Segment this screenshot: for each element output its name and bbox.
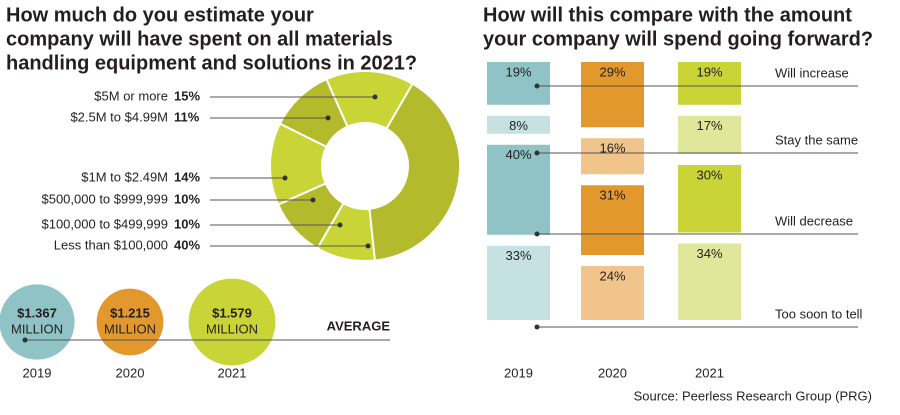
bar-value-label: 40%	[505, 147, 531, 162]
bar	[487, 245, 550, 320]
average-circle	[96, 288, 164, 356]
year-label: 2021	[695, 365, 724, 380]
category-label: $500,000 to $999,999	[41, 191, 168, 206]
value-label: 14%	[174, 169, 200, 184]
bar	[678, 243, 741, 320]
bar	[581, 266, 644, 320]
group-dot	[534, 83, 540, 89]
bar	[581, 185, 644, 255]
bar	[487, 115, 550, 134]
bar	[581, 62, 644, 128]
year-label: 2020	[598, 365, 627, 380]
leader-dot	[310, 197, 316, 203]
bar-value-label: 17%	[696, 118, 722, 133]
bar-value-label: 24%	[599, 268, 625, 283]
year-label: 2021	[218, 365, 247, 380]
bar	[487, 144, 550, 235]
category-label: $2.5M to $4.99M	[70, 109, 168, 124]
year-label: 2019	[504, 365, 533, 380]
chart-title: company will have spent on all materials	[6, 28, 393, 50]
bar-value-label: 31%	[599, 188, 625, 203]
average-value: $1.579	[212, 305, 252, 320]
group-label: Will increase	[775, 65, 849, 80]
average-unit: MILLION	[104, 321, 156, 336]
average-value: $1.367	[17, 305, 57, 320]
bar-value-label: 30%	[696, 167, 722, 182]
average-circle	[188, 278, 276, 366]
average-unit: MILLION	[11, 321, 63, 336]
group-label: Will decrease	[775, 213, 853, 228]
bar-value-label: 29%	[599, 64, 625, 79]
year-label: 2019	[23, 365, 52, 380]
bar-value-label: 33%	[505, 248, 531, 263]
bar-value-label: 34%	[696, 246, 722, 261]
bar	[678, 62, 741, 105]
value-label: 10%	[174, 191, 200, 206]
leader-dot	[282, 175, 288, 181]
donut-slice	[368, 82, 461, 262]
value-label: 40%	[174, 237, 200, 252]
leader-dot	[365, 243, 371, 249]
chart-title: your company will spend going forward?	[483, 28, 873, 50]
source: Source: Peerless Research Group (PRG)	[634, 388, 872, 403]
group-label: Too soon to tell	[775, 306, 863, 321]
leader-dot	[337, 222, 343, 228]
chart-title: handling equipment and solutions in 2021…	[6, 52, 417, 74]
chart-title: How much do you estimate your	[6, 4, 314, 26]
average-dot	[22, 337, 28, 343]
year-label: 2020	[116, 365, 145, 380]
group-dot	[534, 150, 540, 156]
group-dot	[534, 231, 540, 237]
category-label: $1M to $2.49M	[81, 169, 168, 184]
value-label: 11%	[174, 109, 200, 124]
bar	[678, 115, 741, 154]
value-label: 15%	[174, 88, 200, 103]
leader-dot	[372, 94, 378, 100]
group-label: Stay the same	[775, 132, 858, 147]
category-label: $5M or more	[94, 88, 168, 103]
chart-title: How will this compare with the amount	[483, 4, 852, 26]
value-label: 10%	[174, 216, 200, 231]
leader-dot	[325, 115, 331, 121]
average-unit: MILLION	[206, 321, 258, 336]
category-label: Less than $100,000	[54, 237, 168, 252]
average-value: $1.215	[110, 305, 150, 320]
bar-value-label: 19%	[696, 64, 722, 79]
bar-value-label: 19%	[505, 64, 531, 79]
category-label: $100,000 to $499,999	[41, 216, 168, 231]
bar	[678, 165, 741, 233]
bar	[487, 62, 550, 105]
average-title: AVERAGE	[327, 318, 391, 333]
bar-value-label: 16%	[599, 141, 625, 156]
group-dot	[534, 324, 540, 330]
average-circle	[0, 284, 75, 360]
bar	[581, 138, 644, 175]
bar-value-label: 8%	[509, 118, 528, 133]
